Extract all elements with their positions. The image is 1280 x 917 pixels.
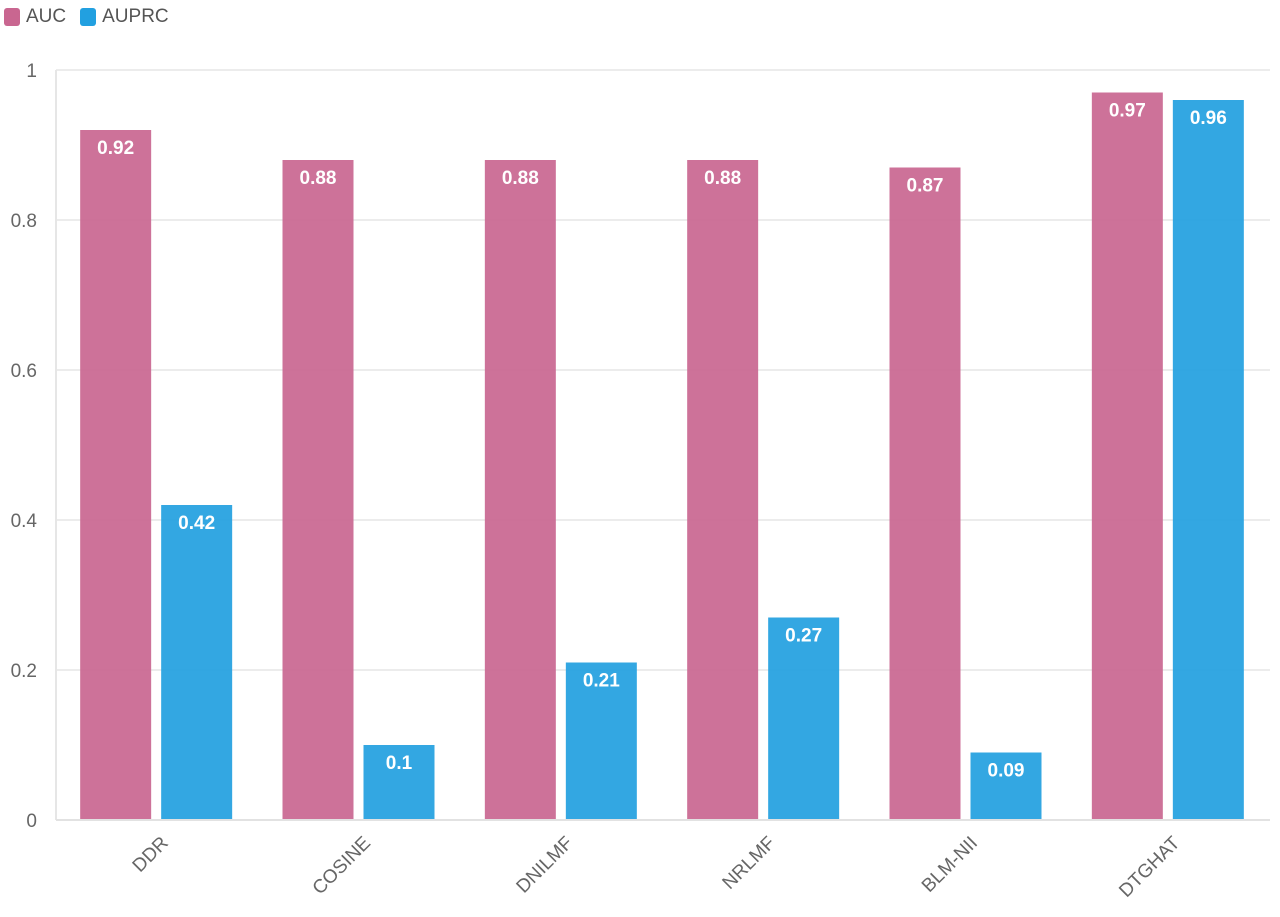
x-tick-label: BLM-NII <box>918 833 982 897</box>
y-tick-label: 1 <box>26 61 37 82</box>
grid-lines <box>56 69 1270 821</box>
legend-label-auc: AUC <box>26 6 67 27</box>
x-tick-label: NRLMF <box>719 833 780 894</box>
legend: AUC AUPRC <box>4 4 169 30</box>
bars: 0.92 0.42 0.88 0.1 0.88 0.21 0.88 0.27 0.87 0.09 0… <box>80 92 1244 821</box>
legend-swatch-auc <box>4 8 20 26</box>
x-tick-label: COSINE <box>309 833 375 899</box>
bar-auc-blm-nii[interactable] <box>889 167 961 821</box>
data-label: 0.21 <box>583 671 620 692</box>
bar-auc-ddr[interactable] <box>80 130 152 820</box>
data-label: 0.96 <box>1190 108 1227 129</box>
data-label: 0.88 <box>704 168 741 189</box>
legend-item-auprc[interactable]: AUPRC <box>80 6 169 28</box>
x-tick-label: DNILMF <box>513 833 578 898</box>
bar-auprc-dtghat[interactable] <box>1172 100 1244 820</box>
data-label: 0.88 <box>300 168 337 189</box>
legend-swatch-auprc <box>80 8 97 26</box>
bar-auprc-cosine[interactable] <box>363 745 435 820</box>
bar-auprc-dnilmf[interactable] <box>565 662 637 821</box>
data-label: 0.42 <box>178 513 215 534</box>
bar-auc-dtghat[interactable] <box>1091 92 1163 821</box>
x-tick-label: DTGHAT <box>1115 832 1184 901</box>
data-label: 0.88 <box>502 168 539 189</box>
y-tick-label: 0.4 <box>11 511 38 532</box>
data-label: 0.09 <box>988 761 1025 782</box>
y-tick-label: 0 <box>26 811 37 832</box>
y-tick-label: 0.2 <box>11 661 37 682</box>
data-label: 0.87 <box>907 176 944 197</box>
y-tick-label: 0.6 <box>11 361 37 382</box>
data-label: 0.27 <box>785 626 822 647</box>
bar-auc-dnilmf[interactable] <box>484 160 556 820</box>
legend-item-auc[interactable]: AUC <box>4 6 66 28</box>
bar-auc-nrlmf[interactable] <box>687 160 759 820</box>
x-axis: DDR COSINE DNILMF NRLMF BLM-NII DTGHAT <box>56 819 1270 902</box>
x-tick-label: DDR <box>129 833 173 877</box>
bar-auprc-ddr[interactable] <box>161 505 233 820</box>
data-label: 0.1 <box>386 753 413 774</box>
bar-auprc-nrlmf[interactable] <box>768 617 840 821</box>
legend-label-auprc: AUPRC <box>102 6 169 27</box>
y-axis: 0 0.2 0.4 0.6 0.8 1 <box>11 61 57 832</box>
bar-auprc-blm-nii[interactable] <box>970 752 1042 821</box>
data-label: 0.97 <box>1109 101 1146 122</box>
data-label: 0.92 <box>97 138 134 159</box>
y-tick-label: 0.8 <box>11 211 37 232</box>
bar-auc-cosine[interactable] <box>282 160 354 820</box>
